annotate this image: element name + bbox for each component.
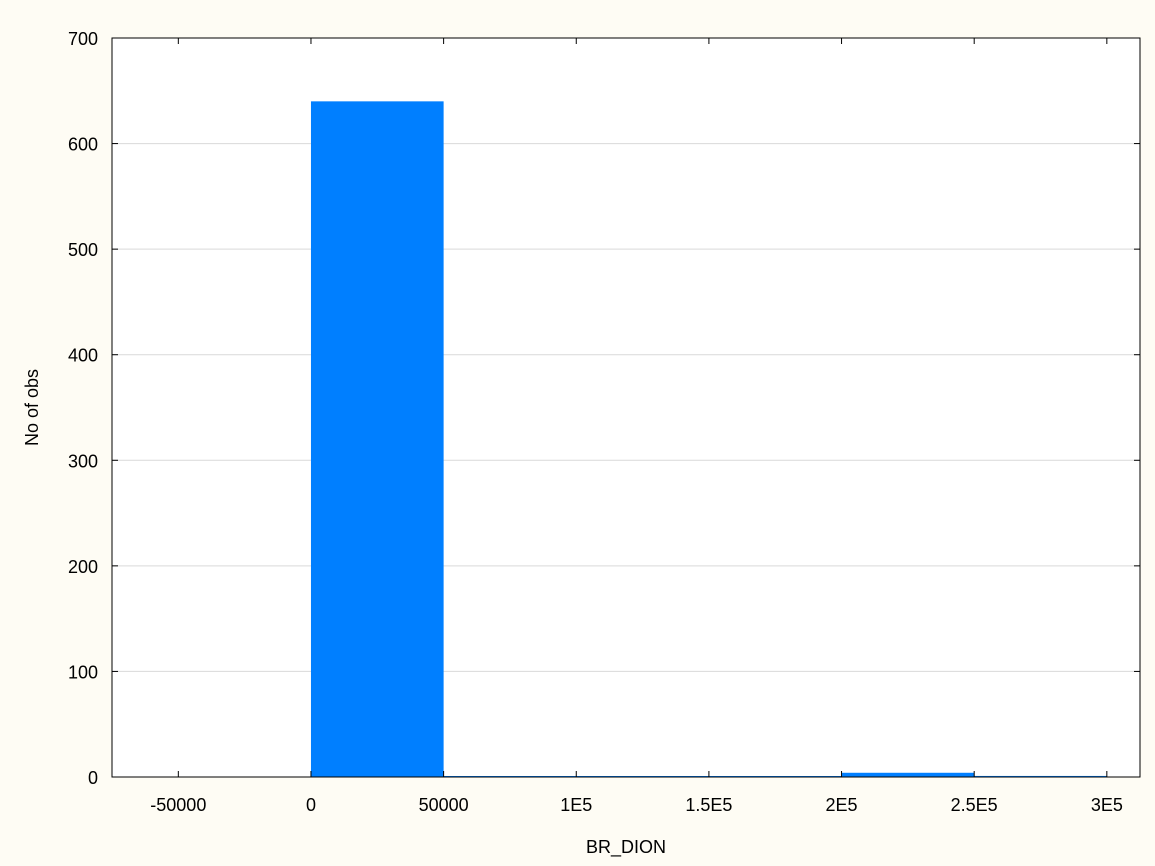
- y-tick-label: 0: [88, 768, 98, 788]
- x-tick-label: 2E5: [826, 795, 858, 815]
- x-tick-label: 0: [306, 795, 316, 815]
- y-tick-label: 100: [68, 662, 98, 682]
- y-tick-label: 700: [68, 29, 98, 49]
- y-tick-label: 300: [68, 451, 98, 471]
- x-tick-label: 50000: [419, 795, 469, 815]
- y-tick-label: 400: [68, 346, 98, 366]
- x-axis-label: BR_DION: [586, 837, 666, 858]
- gridlines: [112, 143, 1140, 672]
- axis-ticks: [112, 37, 1140, 778]
- y-tick-label: 500: [68, 240, 98, 260]
- bars: [310, 101, 1107, 778]
- x-tick-label: 3E5: [1091, 795, 1123, 815]
- x-tick-label: -50000: [150, 795, 206, 815]
- histogram-bar: [974, 775, 1107, 777]
- y-tick-label: 600: [68, 135, 98, 155]
- x-tick-label: 2.5E5: [951, 795, 998, 815]
- y-axis-label: No of obs: [22, 369, 42, 446]
- plot-background: [112, 38, 1140, 777]
- x-tick-label: 1E5: [560, 795, 592, 815]
- histogram-bar: [310, 101, 444, 778]
- histogram-bar: [841, 772, 975, 777]
- y-tick-label: 200: [68, 557, 98, 577]
- tick-labels: 0 100 200 300 400 500 600 700 -50000 0 50000 1E5 1.5…: [68, 29, 1123, 815]
- plot-frame: [111, 37, 1141, 778]
- x-tick-label: 1.5E5: [685, 795, 732, 815]
